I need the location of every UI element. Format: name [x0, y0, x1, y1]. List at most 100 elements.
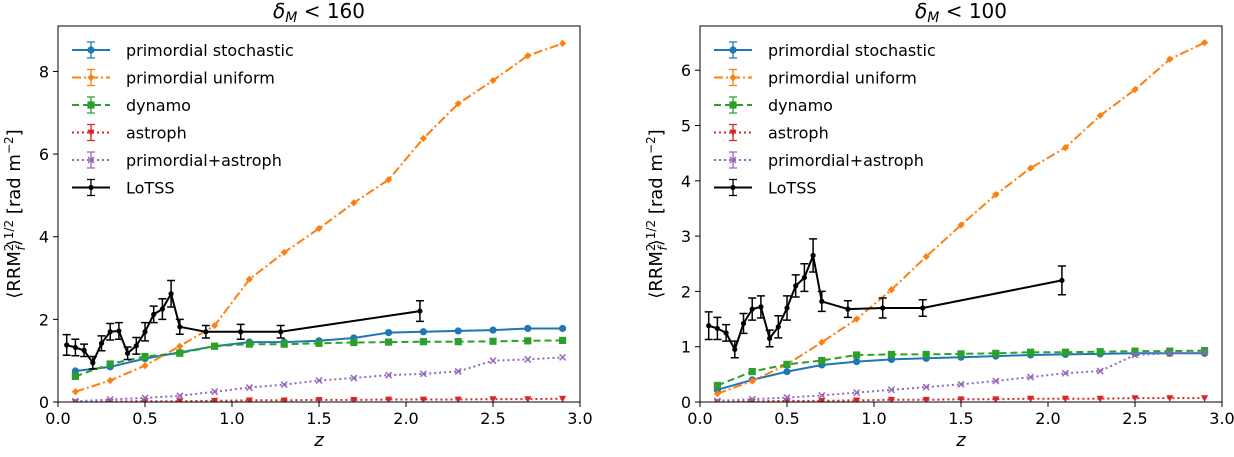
legend-item: primordial stochastic — [72, 41, 294, 60]
data-point — [784, 305, 790, 311]
data-point — [385, 176, 393, 184]
data-point — [783, 367, 791, 376]
y-axis-label: ⟨RRM2f⟩1/2 [rad m−2] — [2, 129, 28, 298]
y-tick-label: 2 — [39, 310, 49, 329]
data-point — [887, 286, 895, 294]
legend-label: LoTSS — [126, 179, 175, 198]
data-point — [350, 338, 358, 347]
y-tick-label: 2 — [681, 282, 691, 301]
y-tick-label: 6 — [681, 61, 691, 80]
data-point — [385, 371, 393, 379]
legend-marker — [87, 73, 95, 82]
data-point — [732, 346, 738, 353]
data-point — [211, 321, 219, 330]
data-point — [1131, 85, 1139, 94]
data-point — [417, 308, 423, 314]
data-point — [1201, 395, 1209, 402]
legend-label: primordial stochastic — [768, 41, 936, 60]
data-point — [1027, 373, 1035, 381]
data-point — [853, 351, 861, 359]
plot-area — [704, 38, 1209, 402]
series-lotss — [62, 279, 424, 370]
data-point — [1131, 351, 1139, 359]
data-point — [454, 100, 462, 108]
data-point — [107, 329, 113, 335]
data-point — [245, 384, 253, 392]
legend-label: dynamo — [768, 96, 833, 115]
data-point — [957, 221, 965, 229]
data-point — [559, 39, 567, 47]
legend-marker — [87, 46, 95, 54]
data-point — [141, 362, 149, 370]
data-point — [957, 350, 965, 358]
data-point — [176, 342, 184, 350]
data-point — [957, 396, 965, 402]
data-point — [920, 305, 926, 311]
data-point — [1027, 395, 1035, 402]
data-point — [887, 386, 895, 394]
data-point — [90, 360, 96, 366]
data-point — [992, 396, 1000, 402]
data-point — [98, 340, 105, 346]
data-point — [819, 298, 825, 304]
data-point — [845, 306, 851, 312]
data-point — [853, 358, 861, 366]
data-point — [106, 376, 114, 385]
y-tick-label: 4 — [39, 228, 49, 247]
data-point — [1096, 367, 1104, 375]
legend-label: primordial stochastic — [126, 41, 294, 60]
data-point — [853, 389, 861, 397]
series-line — [717, 41, 1206, 395]
data-point — [1201, 346, 1209, 355]
x-tick-label: 0.0 — [45, 409, 70, 428]
y-tick-label: 5 — [681, 117, 691, 136]
legend-marker — [87, 101, 95, 109]
data-point — [350, 374, 358, 382]
data-point — [992, 349, 1000, 357]
x-tick-label: 0.5 — [132, 409, 157, 428]
data-point — [524, 355, 532, 363]
series-primordial-astroph — [713, 348, 1209, 402]
legend-label: astroph — [126, 124, 187, 143]
data-point — [1061, 369, 1069, 377]
data-point — [713, 390, 721, 398]
legend-item: primordial uniform — [72, 69, 275, 88]
data-point — [489, 76, 497, 85]
series-lotss — [704, 238, 1066, 359]
legend-item: primordial stochastic — [714, 41, 936, 60]
series-line — [717, 351, 1205, 402]
data-point — [810, 252, 816, 259]
data-point — [176, 349, 184, 357]
y-tick-label: 0 — [39, 393, 49, 412]
data-point — [524, 52, 532, 60]
data-point — [71, 372, 79, 380]
data-point — [419, 338, 427, 346]
data-point — [350, 199, 358, 207]
chart-title: δM < 160 — [273, 0, 365, 26]
data-point — [141, 352, 149, 361]
legend-item: primordial uniform — [714, 69, 917, 88]
x-tick-label: 3.0 — [567, 409, 592, 428]
data-point — [159, 306, 165, 312]
data-point — [315, 339, 323, 347]
series-line — [66, 292, 421, 364]
legend-marker — [729, 129, 737, 137]
data-point — [783, 394, 791, 402]
data-point — [1131, 347, 1139, 355]
data-point — [524, 337, 532, 345]
data-point — [278, 329, 284, 335]
series-primordial-uniform — [71, 39, 567, 396]
data-point — [315, 224, 323, 233]
data-point — [748, 377, 756, 385]
data-point — [1096, 348, 1104, 356]
series-dynamo — [71, 336, 567, 380]
data-point — [245, 275, 253, 283]
data-point — [559, 336, 567, 345]
data-point — [1096, 111, 1104, 120]
data-point — [211, 388, 219, 396]
y-tick-label: 4 — [681, 172, 691, 191]
x-tick-label: 2.5 — [480, 409, 505, 428]
x-tick-label: 1.5 — [306, 409, 331, 428]
data-point — [818, 338, 826, 346]
y-tick-label: 3 — [681, 227, 691, 246]
